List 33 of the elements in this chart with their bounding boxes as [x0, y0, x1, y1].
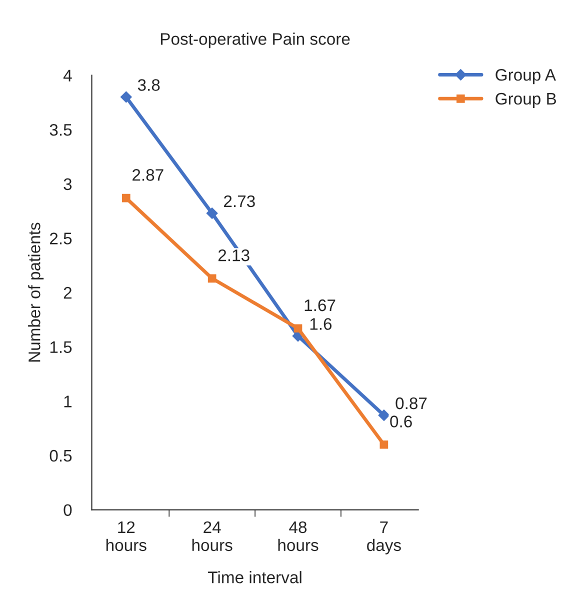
y-tick-label: 1.5: [50, 341, 72, 354]
point: [122, 194, 130, 202]
y-tick-label: 2.5: [50, 232, 72, 244]
data-label: 2.87: [132, 169, 164, 181]
y-tick-label: 1: [64, 396, 72, 408]
y-tick-label: 2: [64, 286, 72, 299]
data-label: 0.87: [396, 397, 427, 410]
y-tick-label: 3.5: [50, 124, 72, 136]
data-label: 0.6: [390, 416, 412, 428]
point: [378, 410, 390, 421]
data-label: 1.67: [304, 299, 336, 312]
chart-title: Post-operative Pain score: [160, 32, 350, 48]
x-axis-title: Time interval: [208, 571, 302, 584]
y-tick-label: 3: [64, 178, 72, 190]
point: [380, 440, 388, 449]
x-tick-label: 7 days: [367, 522, 401, 554]
x-tick-label: 12 hours: [106, 521, 146, 552]
point: [208, 274, 216, 283]
point: [294, 324, 302, 333]
legend-label: Group B: [496, 92, 556, 108]
point: [206, 208, 218, 219]
data-label: 3.8: [138, 79, 160, 91]
point: [120, 91, 132, 103]
x-tick-label: 24 hours: [192, 521, 232, 552]
legend-label: Group A: [496, 68, 556, 84]
y-tick-label: 4: [63, 70, 72, 82]
data-label: 2.13: [218, 249, 250, 262]
data-label: 2.73: [224, 195, 255, 208]
y-tick-label: 0.5: [50, 450, 72, 462]
y-axis-title: Number of patients: [28, 222, 44, 362]
y-tick-label: 0: [64, 504, 72, 516]
x-tick-label: 48 hours: [278, 521, 318, 552]
data-label: 1.6: [310, 318, 332, 330]
